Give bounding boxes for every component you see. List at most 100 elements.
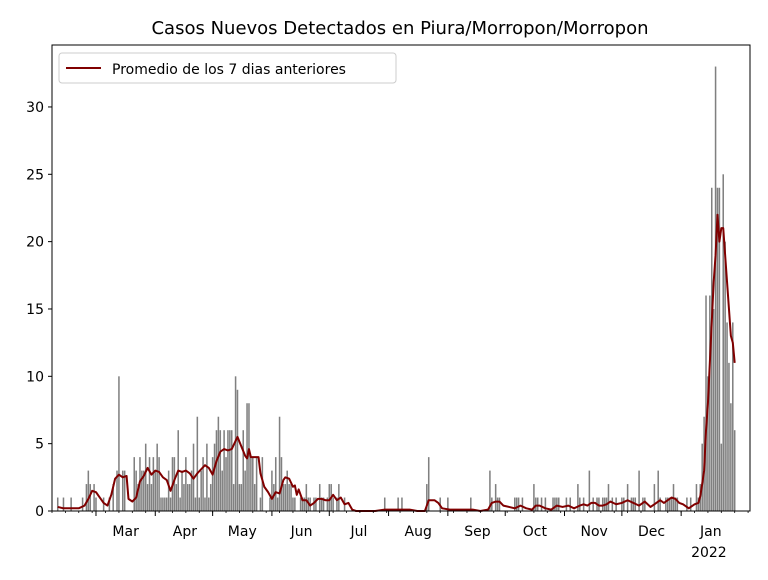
bar — [167, 470, 170, 511]
bar — [621, 497, 623, 511]
bar — [154, 470, 157, 511]
bar — [253, 484, 256, 511]
x-tick-label: Jun — [290, 524, 313, 540]
legend-box — [58, 52, 397, 84]
bar — [179, 497, 181, 511]
bar — [705, 295, 707, 511]
bar — [722, 174, 724, 512]
bar — [686, 497, 688, 511]
bar — [598, 497, 600, 511]
bar — [709, 295, 711, 511]
bar — [108, 497, 111, 511]
bar — [175, 484, 178, 511]
bar — [121, 470, 124, 511]
bar — [146, 484, 149, 511]
bar — [188, 484, 191, 511]
bar — [244, 470, 246, 511]
bar — [240, 484, 243, 511]
bar — [211, 457, 214, 511]
bar — [718, 187, 721, 511]
bar — [720, 443, 723, 511]
bar — [252, 457, 254, 511]
bar — [427, 457, 430, 511]
bar — [123, 470, 126, 511]
bar — [554, 497, 556, 511]
bar — [733, 430, 736, 511]
bar — [62, 497, 65, 511]
bar — [670, 497, 673, 511]
bar — [225, 457, 227, 511]
x-tick-label: Jul — [349, 524, 367, 540]
x-tick-label: Dec — [638, 524, 665, 540]
bar — [112, 484, 114, 511]
x-tick-label: Sep — [464, 524, 491, 540]
bar — [540, 497, 543, 511]
bar — [697, 497, 700, 511]
legend: Promedio de los 7 dias anteriores — [58, 52, 397, 84]
bar — [332, 497, 334, 511]
bar — [173, 457, 176, 511]
bar — [198, 497, 201, 511]
bar — [494, 484, 497, 511]
bar — [150, 484, 153, 511]
bar — [328, 484, 331, 511]
bar — [269, 497, 271, 511]
bar — [535, 497, 537, 511]
bar — [318, 484, 321, 511]
bar — [730, 403, 732, 511]
bar — [714, 66, 717, 512]
bar — [515, 497, 518, 511]
bar — [152, 457, 155, 511]
bar — [215, 430, 218, 511]
bar — [274, 457, 277, 511]
bar — [160, 497, 162, 511]
bar — [223, 430, 225, 511]
bar — [141, 470, 143, 511]
bar — [133, 457, 135, 511]
legend-label: Promedio de los 7 dias anteriores — [112, 62, 346, 78]
bar — [227, 430, 229, 511]
bar — [185, 457, 187, 511]
bar — [148, 457, 151, 511]
bar — [85, 484, 88, 511]
bar — [322, 497, 325, 511]
bar — [261, 457, 264, 511]
bar — [221, 470, 223, 511]
bar — [695, 484, 698, 511]
bar — [236, 389, 239, 511]
bar — [162, 497, 164, 511]
bar — [250, 457, 252, 511]
y-tick-label: 5 — [35, 437, 44, 453]
bar — [552, 497, 554, 511]
bar — [282, 484, 285, 511]
x-tick-label: Nov — [580, 524, 607, 540]
bar — [732, 322, 734, 511]
bar — [118, 376, 120, 511]
bar — [588, 470, 591, 511]
bar — [156, 443, 158, 511]
y-tick-label: 30 — [26, 100, 44, 116]
bar — [238, 484, 241, 511]
bar — [87, 470, 90, 511]
bar — [242, 430, 244, 511]
bar — [183, 484, 185, 511]
chart-title: Casos Nuevos Detectados en Piura/Morropo… — [151, 18, 648, 39]
bar — [204, 497, 206, 511]
bar — [202, 457, 204, 511]
bar — [653, 484, 656, 511]
bar — [707, 376, 709, 511]
plot-frame — [51, 44, 751, 512]
bar — [536, 497, 539, 511]
bar — [533, 484, 535, 511]
bar — [638, 470, 640, 511]
bar — [190, 470, 193, 511]
x-tick-label: Apr — [173, 524, 197, 540]
bar — [229, 430, 231, 511]
bar — [259, 497, 262, 511]
bar — [726, 322, 728, 511]
bar — [383, 497, 386, 511]
bar — [284, 484, 287, 511]
y-tick-label: 0 — [35, 504, 44, 520]
bar — [498, 497, 501, 511]
bar — [565, 497, 568, 511]
